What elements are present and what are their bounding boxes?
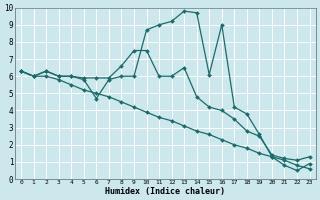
X-axis label: Humidex (Indice chaleur): Humidex (Indice chaleur): [105, 187, 225, 196]
